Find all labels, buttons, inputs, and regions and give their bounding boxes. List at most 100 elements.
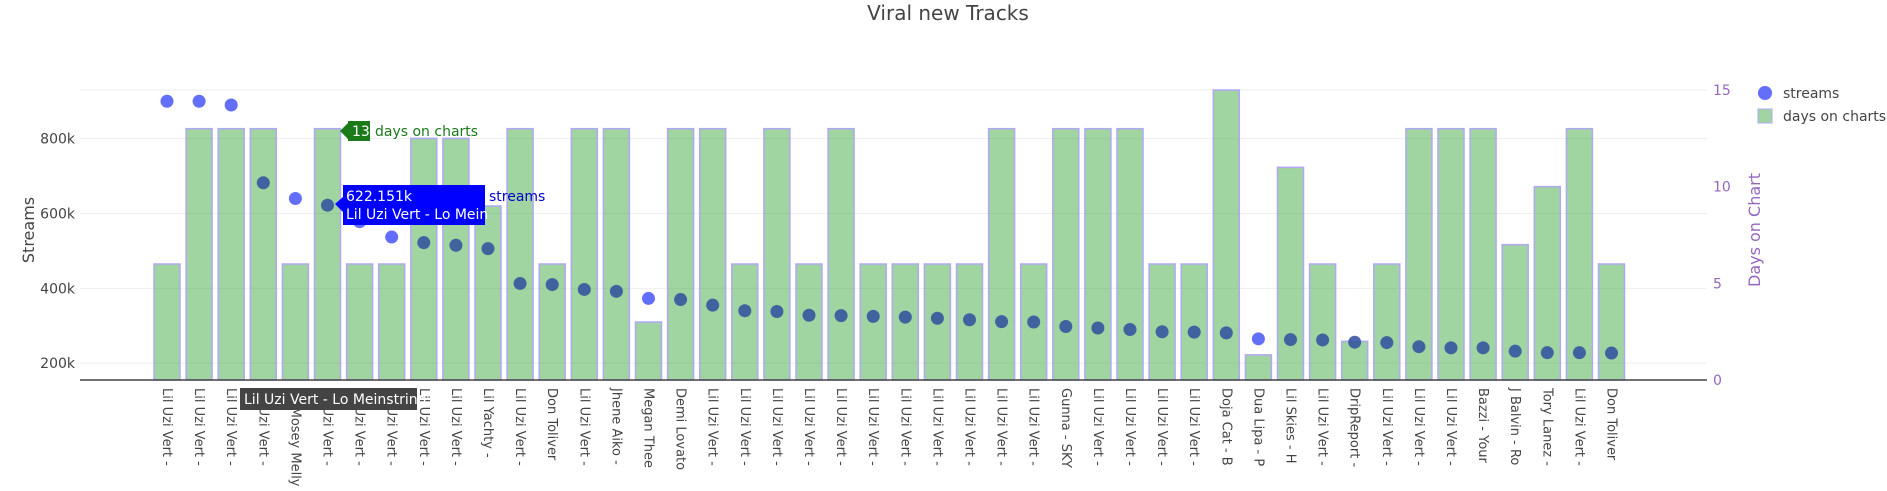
- bar[interactable]: [570, 127, 599, 381]
- point[interactable]: [513, 276, 527, 290]
- x-tick-label: Megan Thee: [641, 388, 656, 468]
- point[interactable]: [417, 236, 431, 250]
- bar[interactable]: [1244, 354, 1273, 381]
- bar[interactable]: [1116, 127, 1144, 381]
- x-tick-label: Lil Uzi Vert -: [929, 388, 944, 466]
- x-tick-label: Lil Uzi Vert -: [1090, 388, 1105, 466]
- point[interactable]: [1476, 341, 1490, 355]
- bar[interactable]: [987, 127, 1016, 381]
- point[interactable]: [1219, 326, 1233, 340]
- point[interactable]: [770, 305, 784, 319]
- bar[interactable]: [313, 127, 342, 381]
- bar[interactable]: [698, 127, 727, 381]
- point[interactable]: [1059, 319, 1073, 333]
- bar[interactable]: [763, 127, 791, 381]
- chart-title: Viral new Tracks: [867, 1, 1029, 25]
- bar[interactable]: [410, 137, 438, 381]
- x-tick-label: Don Toliver: [1604, 388, 1619, 461]
- point[interactable]: [1444, 341, 1458, 355]
- point[interactable]: [481, 242, 495, 256]
- point[interactable]: [192, 94, 206, 108]
- bar[interactable]: [345, 263, 374, 381]
- bar[interactable]: [1437, 127, 1465, 381]
- bar[interactable]: [442, 137, 470, 381]
- x-tick-label: Doja Cat - B: [1218, 388, 1233, 466]
- point[interactable]: [449, 238, 463, 252]
- y-tick-label: 200k: [40, 356, 76, 372]
- point[interactable]: [1251, 332, 1265, 346]
- point[interactable]: [1540, 346, 1554, 360]
- point[interactable]: [224, 98, 238, 112]
- hover-bar-pointer: [340, 123, 348, 139]
- bar[interactable]: [506, 127, 534, 381]
- bar[interactable]: [795, 263, 823, 381]
- bar[interactable]: [1052, 127, 1080, 381]
- point[interactable]: [609, 284, 623, 298]
- point[interactable]: [1348, 335, 1362, 349]
- point[interactable]: [1187, 325, 1201, 339]
- bar[interactable]: [1373, 263, 1401, 381]
- point[interactable]: [1605, 346, 1618, 360]
- point[interactable]: [1027, 315, 1041, 329]
- bar[interactable]: [474, 205, 502, 381]
- hover-x-text: Lil Uzi Vert - Lo Meinstring: [244, 392, 426, 408]
- bar[interactable]: [634, 321, 663, 381]
- point[interactable]: [834, 309, 848, 323]
- bar[interactable]: [1405, 127, 1433, 381]
- point[interactable]: [1380, 336, 1394, 350]
- legend-item-days-on-charts[interactable]: days on charts: [1757, 108, 1886, 125]
- point[interactable]: [963, 313, 976, 327]
- point[interactable]: [802, 308, 816, 322]
- y2-tick-label: 10: [1713, 180, 1731, 196]
- bar[interactable]: [666, 127, 695, 381]
- bar[interactable]: [1469, 127, 1497, 381]
- bar[interactable]: [1501, 243, 1529, 381]
- hover-label-x: Lil Uzi Vert - Lo Meinstring: [240, 388, 426, 410]
- bar[interactable]: [602, 127, 631, 381]
- bar[interactable]: [153, 263, 181, 381]
- point[interactable]: [738, 304, 752, 318]
- point[interactable]: [1091, 321, 1105, 335]
- point[interactable]: [706, 298, 720, 312]
- bar[interactable]: [731, 263, 759, 381]
- point[interactable]: [898, 310, 912, 324]
- x-tick-label: Lil Uzi Vert -: [769, 388, 784, 466]
- point[interactable]: [866, 309, 880, 323]
- bar[interactable]: [281, 263, 310, 381]
- bar[interactable]: [185, 127, 213, 381]
- point[interactable]: [1123, 322, 1137, 336]
- bar[interactable]: [827, 127, 855, 381]
- point[interactable]: [288, 192, 302, 206]
- bar[interactable]: [1308, 263, 1337, 381]
- y-axis-right-ticks: 0 5 10 15: [1713, 83, 1731, 389]
- point[interactable]: [930, 311, 944, 325]
- bar[interactable]: [249, 127, 278, 381]
- point[interactable]: [321, 198, 334, 212]
- bar[interactable]: [1597, 263, 1626, 381]
- point[interactable]: [1508, 344, 1522, 358]
- legend-item-streams[interactable]: streams: [1758, 86, 1839, 102]
- y2-tick-label: 5: [1713, 276, 1722, 292]
- bar[interactable]: [1565, 127, 1594, 381]
- legend[interactable]: streams days on charts: [1757, 86, 1886, 125]
- bar[interactable]: [1276, 166, 1305, 381]
- bar[interactable]: [1084, 127, 1112, 381]
- point[interactable]: [1572, 346, 1586, 360]
- bar[interactable]: [217, 127, 245, 381]
- point[interactable]: [1316, 333, 1330, 347]
- point[interactable]: [577, 282, 591, 296]
- point[interactable]: [1412, 340, 1426, 354]
- point[interactable]: [1155, 325, 1169, 339]
- point[interactable]: [674, 293, 688, 307]
- point[interactable]: [642, 291, 655, 305]
- bar[interactable]: [1148, 263, 1176, 381]
- point[interactable]: [545, 278, 559, 292]
- x-tick-label: Lil Uzi Vert -: [512, 388, 527, 466]
- point[interactable]: [385, 230, 399, 244]
- bar[interactable]: [1180, 263, 1208, 381]
- point[interactable]: [1284, 333, 1297, 347]
- point[interactable]: [160, 94, 174, 108]
- bar[interactable]: [377, 263, 406, 381]
- point[interactable]: [995, 315, 1009, 329]
- point[interactable]: [256, 176, 270, 190]
